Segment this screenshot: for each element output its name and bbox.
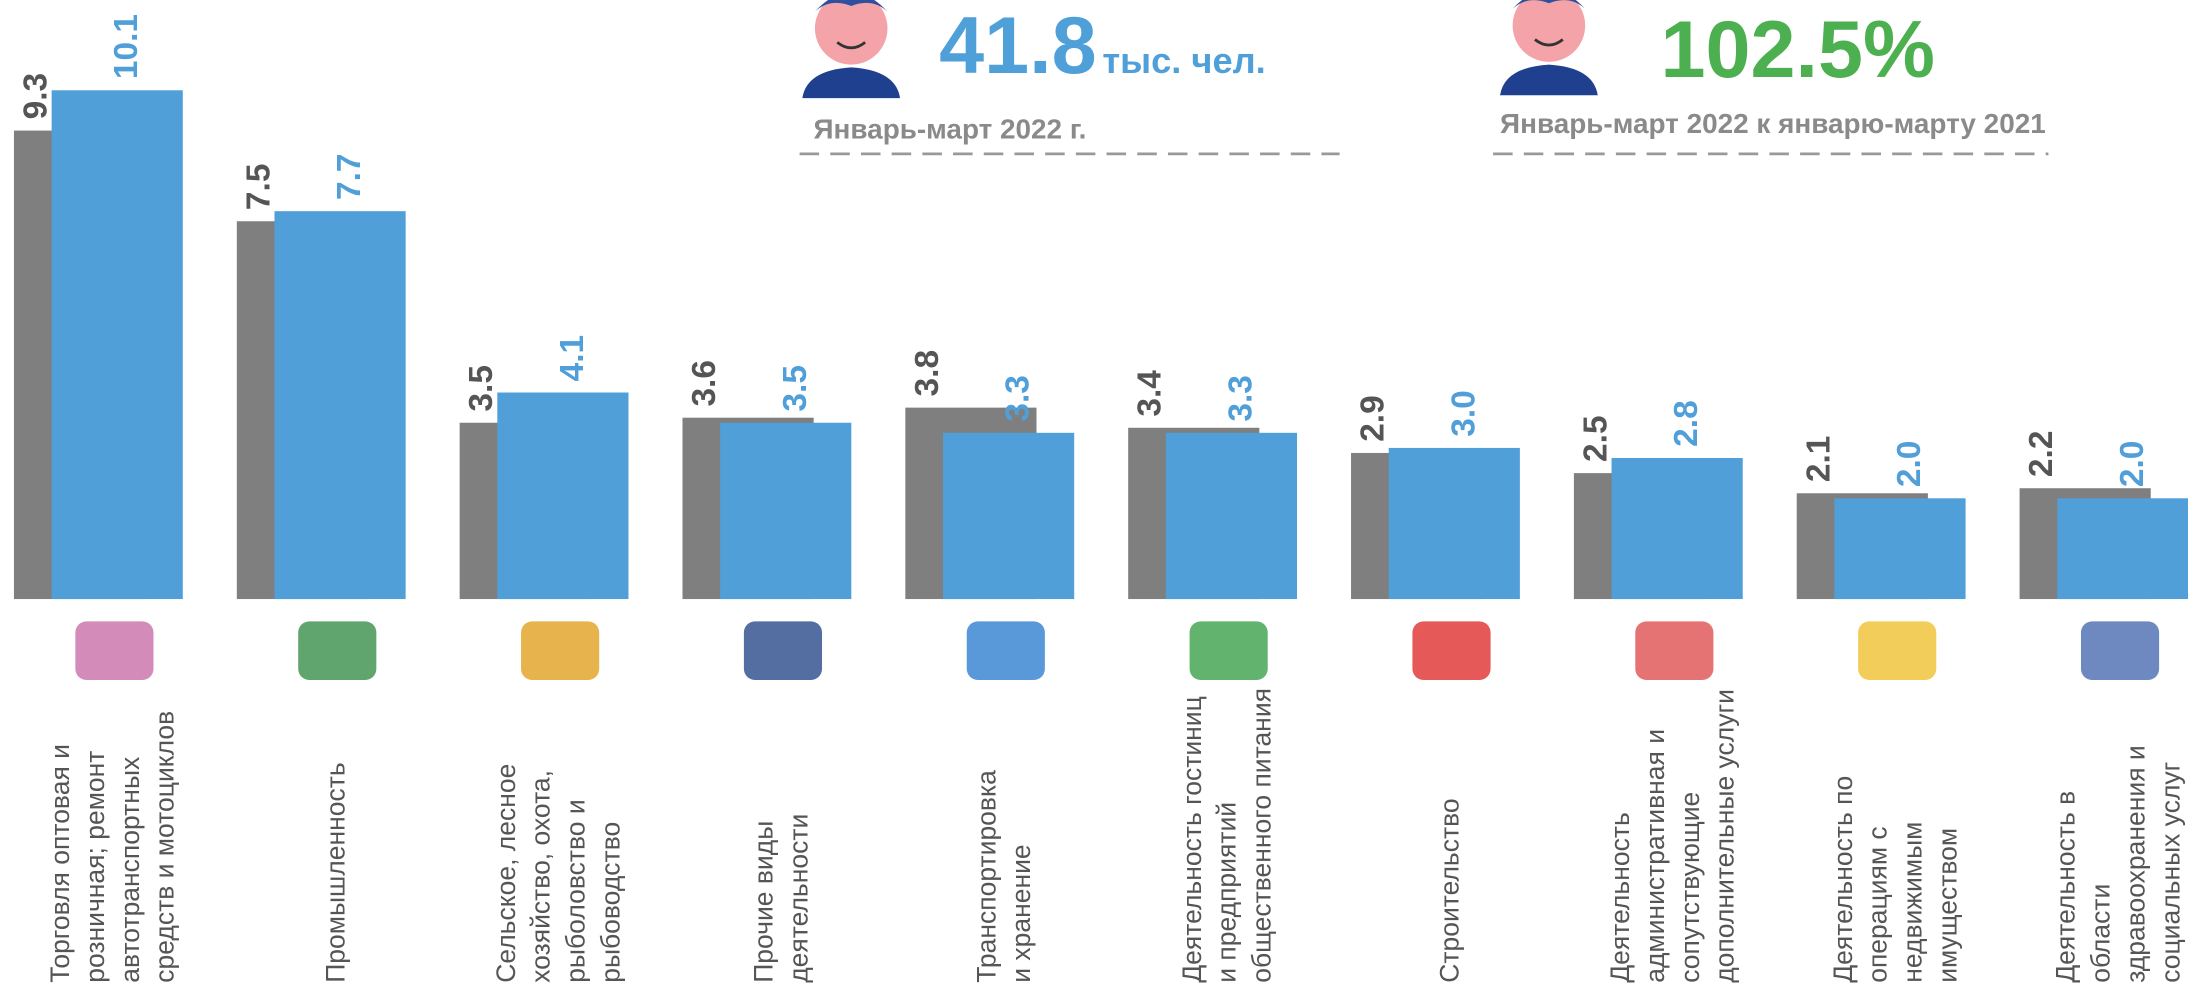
bar [1834,498,1966,600]
category-icon [966,621,1045,680]
category-label: рыболовство и [561,799,591,982]
category-icon [1189,621,1268,680]
category-label: недвижимым [1898,822,1928,983]
value-label: 3.3 [1222,375,1259,422]
category-label: социальных услуг [2155,762,2185,983]
category-label: сопутствующие [1675,792,1705,983]
headline-caption: Январь-март 2022 г. [814,114,1087,145]
category-label: рыбоводство [595,822,625,983]
category-label: Деятельность гостиниц [1177,696,1207,983]
category-label: средств и мотоциклов [150,711,180,983]
bar [497,392,629,600]
value-label: 2.8 [1668,400,1705,447]
value-label: 3.8 [909,350,946,397]
category-label: деятельности [783,814,813,983]
category-label: Деятельность по [1828,776,1858,983]
category-label: области [2086,884,2116,983]
value-label: 2.5 [1577,415,1614,462]
value-label: 2.0 [1891,441,1928,488]
category-label: хозяйство, охота, [526,770,556,983]
category-icon [75,621,154,680]
category-icon [1858,621,1937,680]
value-label: 10.1 [108,14,145,79]
bar [2057,498,2188,600]
value-label: 3.5 [463,365,500,412]
headline-value: 102.5% [1661,5,1935,95]
category-label: имуществом [1933,828,1963,983]
bar [274,211,406,600]
bar [943,432,1075,600]
category-icon [521,621,600,680]
value-label: 2.1 [1800,436,1837,483]
headline-value: 41.8 [939,1,1096,91]
category-icon [743,621,823,680]
person-icon [1500,0,1598,96]
category-label: Деятельность [1605,812,1635,983]
person-icon [802,0,901,99]
bar [51,90,183,600]
headline-caption: Январь-март 2022 к январю-марту 2021 [1500,108,2046,139]
headline-unit: тыс. чел. [1102,40,1265,81]
bar [1165,432,1298,600]
category-icon [2080,621,2160,680]
category-label: административная и [1640,729,1670,983]
value-label: 3.0 [1445,390,1482,437]
category-icon [1635,621,1714,680]
bar [1388,447,1520,600]
value-label: 9.3 [18,73,55,120]
category-label: Транспортировка [971,770,1001,983]
category-icon [1412,621,1491,680]
value-label: 3.3 [1000,375,1037,422]
value-label: 7.5 [240,164,277,211]
category-label: дополнительные услуги [1710,689,1740,983]
value-label: 4.1 [554,335,591,382]
category-label: Сельское, лесное [491,764,521,983]
category-label: здравоохранения и [2120,745,2150,983]
category-label: розничная; ремонт [80,751,110,983]
category-label: Торговля оптовая и [45,744,75,983]
bar [1611,458,1743,600]
category-label: Строительство [1435,798,1465,982]
category-label: автотранспортных [115,757,145,983]
category-label: операциям с [1863,826,1893,982]
category-label: Деятельность в [2051,791,2081,983]
category-icon [298,621,377,680]
value-label: 7.7 [331,153,368,200]
category-label: Промышленность [320,762,350,982]
value-label: 2.0 [2114,441,2151,488]
category-label: и предприятий [1212,802,1242,983]
category-label: Прочие виды [749,821,779,983]
value-label: 3.5 [777,365,814,412]
value-label: 3.4 [1132,370,1169,417]
value-label: 2.2 [2023,431,2060,478]
bar [720,422,852,600]
category-label: общественного питания [1247,688,1277,983]
value-label: 3.6 [686,360,723,407]
value-label: 2.9 [1355,395,1392,442]
category-label: и хранение [1006,844,1036,982]
